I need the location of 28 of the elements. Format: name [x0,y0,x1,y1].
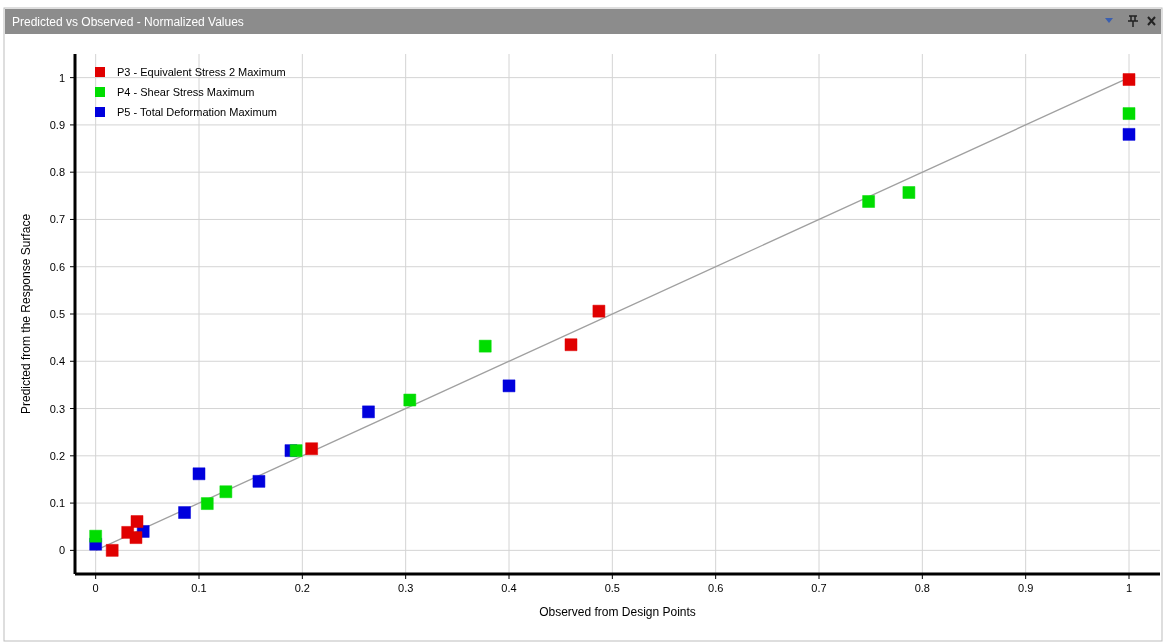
x-tick-label: 0.6 [708,582,724,594]
x-axis-title: Observed from Design Points [539,605,696,619]
x-tick-label: 0.5 [604,582,620,594]
y-tick-label: 0.3 [49,402,65,415]
legend-label: P4 - Shear Stress Maximum [117,86,255,98]
y-tick-label: 0.9 [49,118,65,131]
y-tick-label: 0.7 [49,213,65,226]
x-tick-label: 0.1 [191,582,207,594]
y-tick-label: 0 [58,544,65,557]
y-axis-title: Predicted from the Response Surface [19,213,33,415]
legend-label: P5 - Total Deformation Maximum [117,106,277,118]
x-tick-label: 0.7 [811,582,827,594]
chart-title: Predicted vs Observed - Normalized Values [12,15,244,29]
legend-label: P3 - Equivalent Stress 2 Maximum [117,66,286,78]
y-tick-label: 0.1 [49,497,65,510]
y-tick-label: 0.8 [49,166,65,179]
y-tick-label: 0.2 [49,449,65,462]
x-tick-label: 0.3 [398,582,414,594]
y-tick-label: 0.5 [49,308,65,320]
x-tick-label: 0.9 [1018,582,1034,594]
x-tick-label: 0.8 [914,582,930,594]
x-tick-label: 0.2 [294,582,310,594]
y-tick-label: 0.6 [49,260,65,273]
x-tick-label: 0.4 [501,582,517,594]
x-tick-label: 1 [1125,582,1133,594]
x-tick-label: 0 [92,582,99,594]
y-tick-label: 0.4 [49,355,65,368]
y-tick-label: 1 [58,71,65,84]
